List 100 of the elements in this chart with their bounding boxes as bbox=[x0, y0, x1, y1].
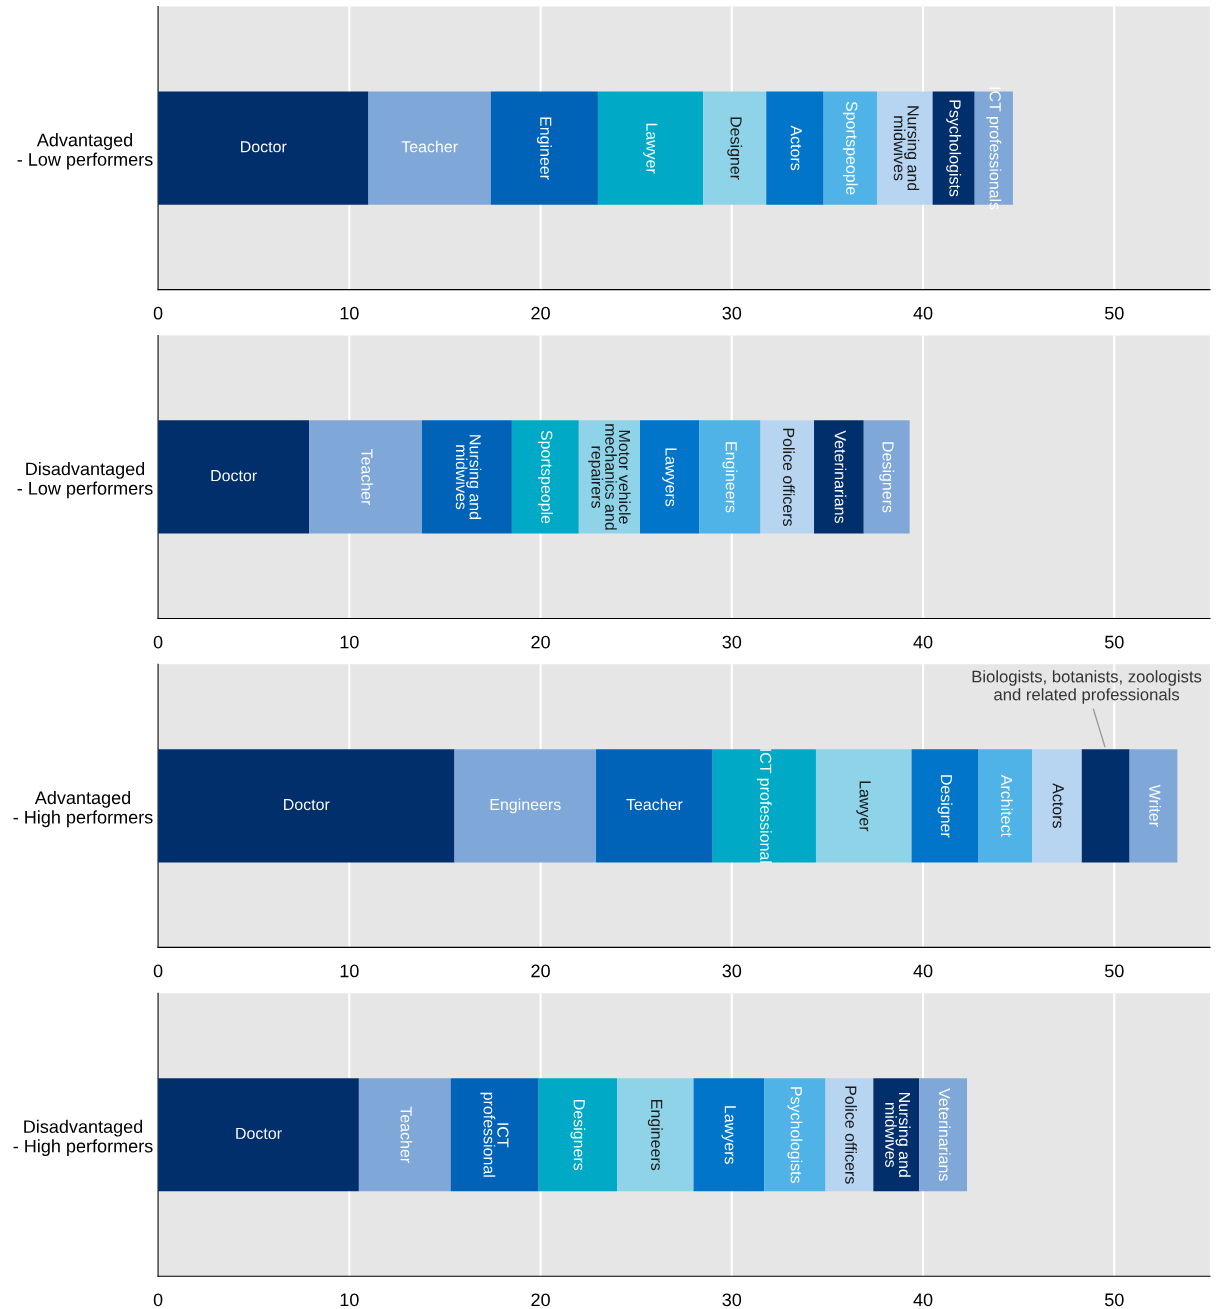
y-tick-label: Disadvantaged - Low performers bbox=[17, 462, 153, 499]
bar bbox=[760, 420, 815, 534]
bar bbox=[158, 1078, 359, 1192]
bar bbox=[712, 749, 816, 863]
series-label: Lawyer bbox=[643, 123, 658, 174]
bar bbox=[919, 1078, 968, 1192]
y-tick-label: Disadvantaged - High performers bbox=[13, 1119, 153, 1157]
series-label: Lawyers bbox=[662, 448, 677, 507]
x-tick-label: 40 bbox=[913, 635, 933, 649]
bar bbox=[368, 91, 491, 205]
series-label: Psychologists bbox=[946, 100, 962, 197]
series-label: Teacher bbox=[401, 140, 458, 153]
bar bbox=[814, 420, 864, 534]
x-tick-label: 0 bbox=[153, 964, 163, 978]
series-label: ICT professional bbox=[756, 749, 772, 863]
bar bbox=[358, 1078, 451, 1192]
series-label: Veterinarians bbox=[834, 430, 847, 524]
x-tick-label: 20 bbox=[531, 964, 550, 978]
bar bbox=[450, 1078, 539, 1192]
bar bbox=[978, 749, 1033, 863]
x-tick-label: 20 bbox=[531, 635, 550, 649]
series-label: Engineers bbox=[490, 798, 561, 814]
bar bbox=[1081, 749, 1130, 863]
x-tick-label: 50 bbox=[1104, 964, 1124, 978]
bar bbox=[454, 749, 597, 863]
bar bbox=[823, 91, 878, 205]
bar bbox=[617, 1078, 694, 1192]
series-label: ICT professional bbox=[480, 1092, 509, 1177]
series-label: Doctor bbox=[284, 799, 330, 811]
bar bbox=[640, 420, 700, 534]
x-tick-label: 50 bbox=[1104, 306, 1124, 320]
series-label: Designer bbox=[727, 117, 743, 180]
bar bbox=[490, 91, 598, 205]
bar bbox=[703, 91, 767, 205]
x-tick-label: 40 bbox=[913, 1293, 933, 1307]
series-label: Architect bbox=[1001, 774, 1013, 837]
series-label: Lawyers bbox=[721, 1106, 736, 1164]
x-tick-label: 10 bbox=[340, 306, 359, 320]
bar bbox=[511, 420, 579, 534]
series-label: Teacher bbox=[626, 798, 683, 811]
bar bbox=[825, 1078, 874, 1192]
series-label: Engineers bbox=[647, 1100, 663, 1171]
bar bbox=[766, 91, 824, 205]
series-label: Police officers bbox=[782, 428, 795, 526]
series-label: Designers bbox=[879, 442, 895, 513]
bar bbox=[932, 91, 975, 205]
series-label: Writer bbox=[1149, 784, 1161, 827]
x-tick-label: 50 bbox=[1104, 1293, 1124, 1307]
series-label: Police officers bbox=[845, 1086, 857, 1184]
x-tick-label: 50 bbox=[1104, 635, 1124, 649]
x-tick-label: 20 bbox=[531, 1293, 550, 1307]
series-label: Sportspeople bbox=[537, 430, 553, 524]
x-tick-label: 40 bbox=[913, 306, 933, 320]
series-label: Doctor bbox=[241, 141, 287, 153]
series-label: Designers bbox=[570, 1100, 586, 1171]
series-label: Engineer bbox=[536, 117, 552, 180]
series-label: Sportspeople bbox=[842, 101, 858, 195]
bar bbox=[158, 420, 310, 534]
bar bbox=[309, 420, 422, 534]
x-tick-label: 10 bbox=[340, 1293, 359, 1307]
bar bbox=[596, 749, 713, 863]
x-tick-label: 20 bbox=[531, 306, 550, 320]
bar bbox=[863, 420, 910, 534]
series-label: Lawyer bbox=[856, 781, 871, 832]
bar bbox=[158, 749, 455, 863]
series-label: Actors bbox=[1052, 783, 1064, 828]
series-label: Actors bbox=[790, 125, 802, 171]
y-tick-label: Advantaged - Low performers bbox=[17, 133, 153, 170]
bar bbox=[699, 420, 761, 534]
x-tick-label: 0 bbox=[153, 1293, 163, 1307]
bar bbox=[815, 749, 912, 863]
series-label: Psychologists bbox=[787, 1087, 803, 1183]
series-label: Doctor bbox=[211, 470, 257, 482]
x-tick-label: 30 bbox=[722, 964, 742, 978]
text: Biologists, botanists, zoologists and related professionals bbox=[972, 670, 1202, 704]
bar bbox=[597, 91, 704, 205]
bar bbox=[693, 1078, 765, 1192]
x-tick-label: 10 bbox=[340, 635, 359, 649]
series-label: Engineers bbox=[722, 442, 738, 513]
series-label: Nursing and midwives bbox=[885, 1092, 911, 1177]
bar bbox=[877, 91, 933, 205]
series-label: Nursing and midwives bbox=[455, 435, 482, 519]
x-tick-label: 0 bbox=[153, 635, 163, 649]
series-label: Teacher bbox=[361, 448, 374, 506]
x-tick-label: 30 bbox=[722, 1293, 742, 1307]
bar bbox=[1129, 749, 1178, 863]
bar bbox=[158, 91, 369, 205]
x-tick-label: 10 bbox=[340, 964, 359, 978]
x-tick-label: 30 bbox=[722, 635, 742, 649]
bar bbox=[538, 1078, 618, 1192]
series-label: Nursing and midwives bbox=[893, 106, 920, 191]
x-tick-label: 40 bbox=[913, 964, 933, 978]
series-label: Motor vehicle mechanics and repairers bbox=[588, 424, 631, 530]
series-label: Veterinarians bbox=[938, 1088, 951, 1181]
y-tick-label: Advantaged - High performers bbox=[13, 790, 153, 828]
bar bbox=[764, 1078, 826, 1192]
x-tick-label: 30 bbox=[722, 306, 742, 320]
bar bbox=[422, 420, 512, 534]
bar bbox=[911, 749, 979, 863]
bar bbox=[1032, 749, 1082, 863]
